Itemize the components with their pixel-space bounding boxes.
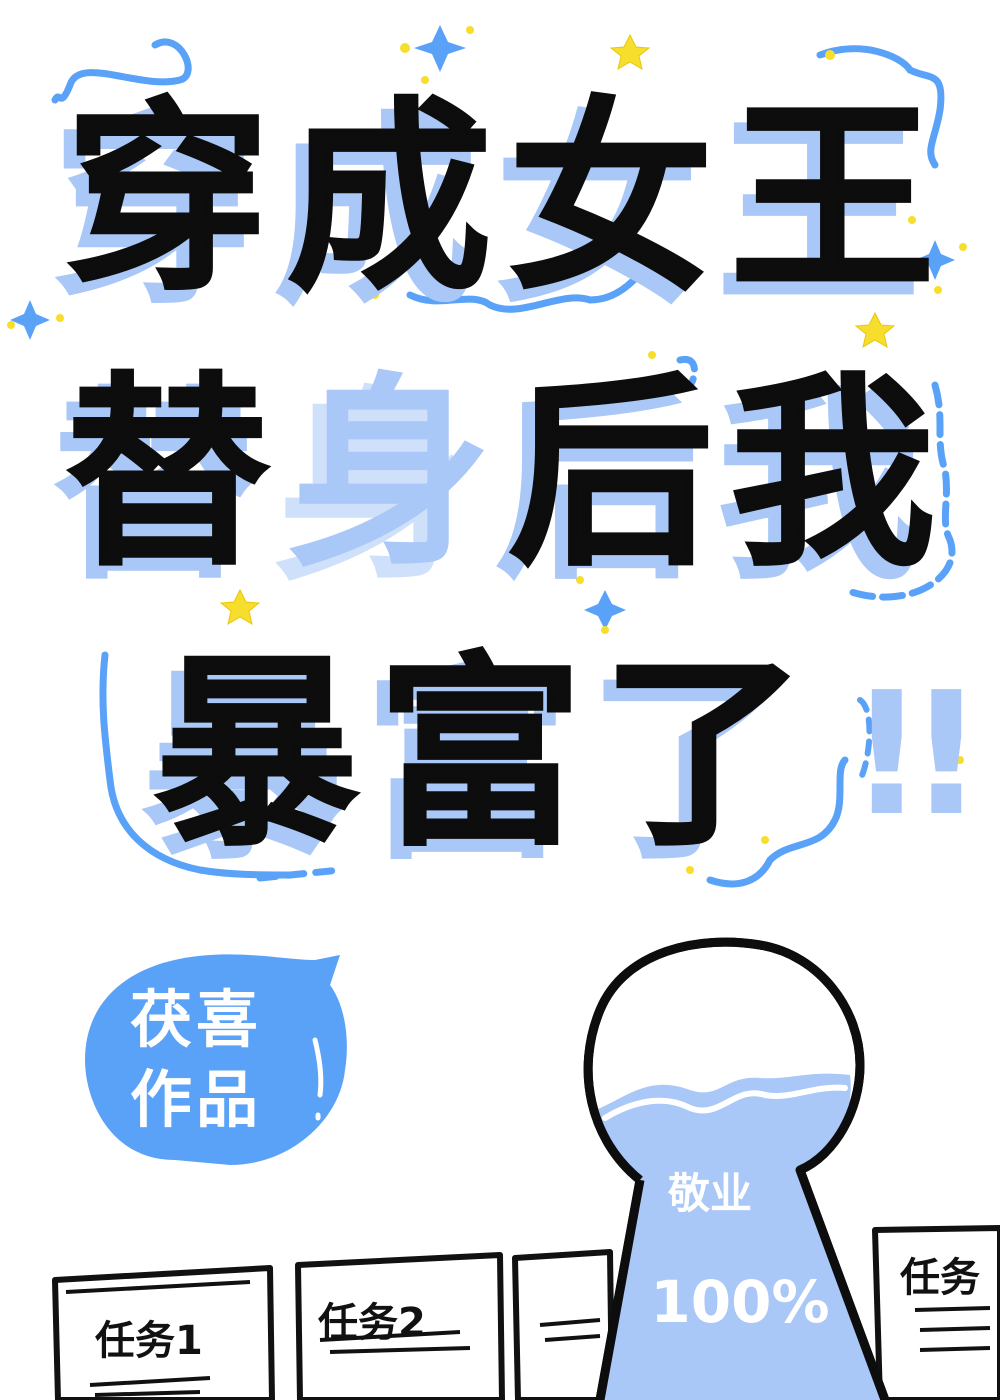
task-card-text: 任务1 — [95, 1318, 203, 1364]
author-works-label: 作品 — [130, 1063, 263, 1136]
star-icon — [219, 33, 896, 626]
task-card-text: 任务2 — [318, 1300, 426, 1346]
frame-line-right-mid — [676, 355, 956, 601]
frame-line-under-title — [406, 256, 654, 313]
flask-label-percent: 100% — [650, 1268, 830, 1336]
title-char: 后后 — [494, 356, 714, 608]
frame-line-top-right — [816, 45, 945, 169]
title-char: 成成 — [272, 81, 493, 333]
frame-line-right-bottom — [706, 756, 849, 888]
title-char: 了了 — [586, 636, 807, 888]
title-exclamation: !! — [848, 656, 985, 854]
title-char: 富富 — [363, 636, 583, 888]
title-line-2: 替替 身身 后后 我我 — [51, 356, 940, 608]
task-card-graphics — [52, 1225, 1000, 1400]
flask-icon — [583, 937, 890, 1400]
title-char: 暴暴 — [140, 636, 360, 888]
title-char: 我我 — [715, 356, 936, 608]
task-card-text: 任务 — [900, 1255, 980, 1301]
title-char: 王王 — [715, 81, 936, 333]
title-line-3: 暴暴 富富 了了 — [140, 636, 810, 888]
frame-line-top — [51, 38, 192, 104]
title-char: 女女 — [494, 81, 714, 333]
title-char: 身身 — [272, 356, 492, 608]
title-char: 穿穿 — [51, 81, 271, 333]
frame-line-right-low — [857, 697, 873, 783]
title-char: 替替 — [51, 356, 271, 608]
frame-line-dash-bottom — [256, 866, 344, 882]
author-name: 茯喜 — [130, 983, 263, 1056]
title-line-1: 穿穿 成成 女女 王王 — [51, 81, 940, 333]
author-label: 茯喜 作品 — [130, 980, 330, 1140]
frame-line-left-bottom — [99, 651, 294, 879]
author-speech-bubble — [85, 954, 347, 1165]
sparkle-icon — [10, 25, 955, 630]
dots — [7, 26, 967, 874]
flask-label-dedication: 敬业 — [667, 1169, 752, 1218]
